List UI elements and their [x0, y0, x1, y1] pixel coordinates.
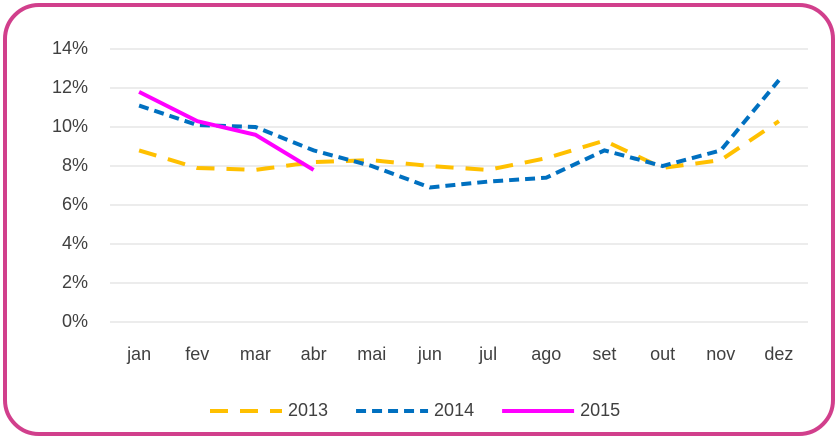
- x-tick-label: out: [650, 344, 675, 364]
- legend-label: 2013: [288, 400, 328, 420]
- series-line: [138, 90, 315, 172]
- x-tick-label: fev: [185, 344, 209, 364]
- x-tick-label: jul: [478, 344, 497, 364]
- legend-label: 2014: [434, 400, 474, 420]
- y-tick-label: 0%: [62, 311, 88, 331]
- y-tick-label: 6%: [62, 194, 88, 214]
- x-tick-label: nov: [706, 344, 735, 364]
- chart-border: [3, 3, 835, 436]
- y-tick-label: 10%: [52, 116, 88, 136]
- y-tick-label: 2%: [62, 272, 88, 292]
- y-tick-label: 4%: [62, 233, 88, 253]
- x-tick-label: jan: [126, 344, 151, 364]
- x-tick-label: dez: [764, 344, 793, 364]
- x-tick-label: set: [592, 344, 616, 364]
- x-tick-label: mar: [240, 344, 271, 364]
- x-tick-label: mai: [357, 344, 386, 364]
- x-tick-label: abr: [301, 344, 327, 364]
- y-tick-label: 14%: [52, 38, 88, 58]
- x-tick-label: jun: [417, 344, 442, 364]
- legend-label: 2015: [580, 400, 620, 420]
- y-tick-label: 12%: [52, 77, 88, 97]
- series-line: [138, 119, 781, 172]
- x-tick-label: ago: [531, 344, 561, 364]
- y-tick-label: 8%: [62, 155, 88, 175]
